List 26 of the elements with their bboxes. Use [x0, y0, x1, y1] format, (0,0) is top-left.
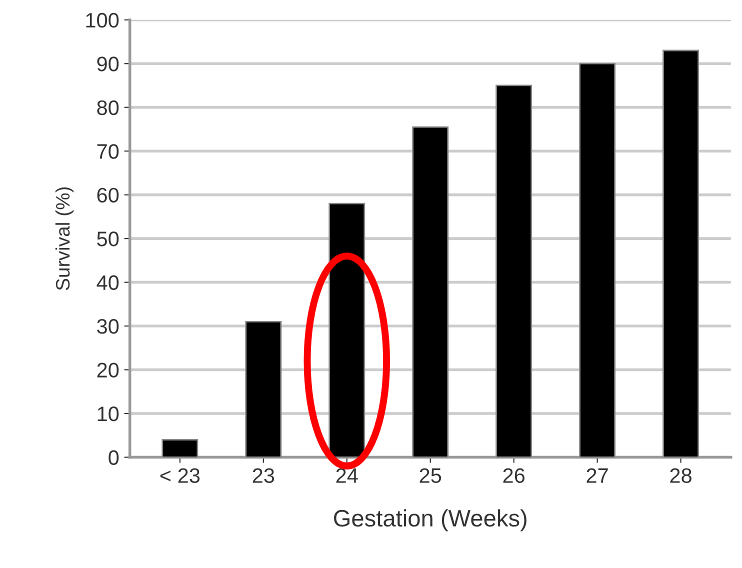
- y-tick-label: 100: [86, 12, 119, 28]
- x-tick-label: 25: [420, 468, 442, 483]
- y-tick-label: 10: [98, 406, 119, 422]
- x-tick-label: 23: [252, 468, 274, 483]
- y-tick-label: 90: [97, 56, 119, 72]
- bar: [245, 320, 282, 458]
- bar: [162, 439, 198, 458]
- y-tick-label: 30: [97, 319, 119, 334]
- y-axis-title: Survival (%): [55, 187, 74, 290]
- y-tick-label: 60: [97, 188, 119, 203]
- y-tick-label: 70: [97, 144, 119, 159]
- bar: [662, 50, 700, 458]
- x-tick-label: 28: [670, 468, 692, 483]
- x-tick-label: 26: [503, 468, 525, 483]
- x-tick-label: < 23: [160, 468, 200, 483]
- bar: [412, 126, 449, 458]
- bar: [579, 62, 616, 458]
- y-tick-label: 50: [97, 232, 119, 246]
- y-tick-label: 0: [108, 450, 119, 465]
- x-tick-label: 24: [336, 468, 358, 483]
- bar: [496, 84, 532, 458]
- y-tick-label: 80: [97, 100, 119, 116]
- y-tick-label: 40: [96, 275, 119, 290]
- y-tick-label: 20: [97, 362, 119, 378]
- x-axis-title: Gestation (Weeks): [334, 509, 526, 532]
- x-tick-label: 27: [586, 468, 608, 483]
